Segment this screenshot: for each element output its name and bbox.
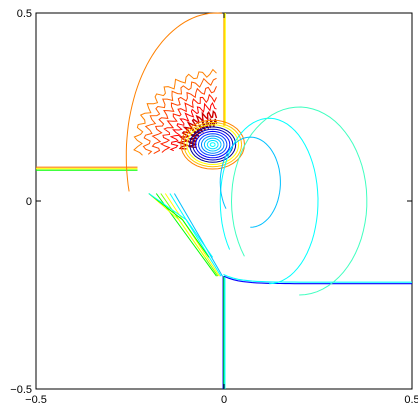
diagonal-shock-line bbox=[173, 193, 223, 277]
lens-line bbox=[148, 193, 214, 258]
right-shock-line bbox=[223, 273, 412, 283]
axis-tick-labels: −0.5 0 0.5 −0.5 0 0.5 bbox=[10, 8, 418, 406]
cyan-loop-line bbox=[219, 117, 319, 285]
diagonal-shock-line bbox=[164, 193, 220, 277]
y-tick-label: 0 bbox=[26, 196, 32, 208]
cyan-loop-line bbox=[219, 136, 281, 228]
axis-ticks bbox=[35, 12, 413, 390]
y-tick-label: 0.5 bbox=[17, 8, 32, 20]
vortex-ring bbox=[192, 128, 234, 161]
diagonal-shock-line bbox=[169, 193, 222, 277]
contour-lines bbox=[36, 12, 412, 389]
lens-line bbox=[148, 193, 206, 258]
x-tick-label: −0.5 bbox=[25, 394, 47, 406]
x-tick-label: 0.5 bbox=[404, 394, 418, 406]
red-contour-line bbox=[151, 86, 217, 155]
red-contour-line bbox=[176, 109, 218, 150]
y-tick-label: −0.5 bbox=[10, 384, 32, 396]
cyan-loop-line bbox=[230, 106, 368, 296]
vortex-ring bbox=[203, 137, 222, 152]
vortex-ring bbox=[197, 133, 228, 157]
red-contour-line bbox=[159, 93, 217, 153]
vortex-ring bbox=[209, 142, 216, 147]
vortex-ring bbox=[183, 121, 243, 168]
red-contour-line bbox=[133, 68, 217, 156]
red-contour-line bbox=[142, 77, 217, 155]
vortex-ring bbox=[206, 140, 219, 150]
orange-outer-arc bbox=[125, 12, 223, 192]
x-tick-label: 0 bbox=[221, 394, 227, 406]
lens-line bbox=[148, 193, 210, 258]
vortex-ring bbox=[180, 119, 245, 170]
right-shock-line bbox=[223, 275, 412, 285]
vortex-ring bbox=[195, 130, 231, 159]
vortex-ring bbox=[200, 135, 225, 154]
red-contour-line bbox=[169, 101, 217, 152]
